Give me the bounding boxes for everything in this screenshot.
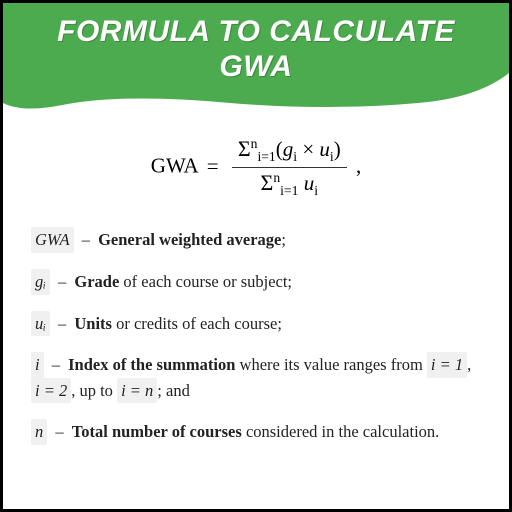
symbol-n: n [31,419,47,445]
formula-lhs: GWA [151,154,198,178]
def-ui: uᵢ – Units or credits of each course; [31,311,481,337]
def-n: n – Total number of courses considered i… [31,419,481,445]
symbol-gi: gᵢ [31,269,50,295]
def-gi: gᵢ – Grade of each course or subject; [31,269,481,295]
formula-numerator: Σni=1(gi × ui) [232,136,347,168]
banner-line2: GWA [219,50,292,83]
formula-trailing: , [356,154,361,178]
formula-fraction: Σni=1(gi × ui) Σni=1 ui [232,136,347,199]
formula-denominator: Σni=1 ui [232,168,347,199]
def-gwa: GWA – General weighted average; [31,227,481,253]
symbol-i: i [31,352,44,378]
definitions-list: GWA – General weighted average; gᵢ – Gra… [3,227,509,444]
symbol-gwa: GWA [31,227,74,253]
formula-eq: = [207,154,219,178]
symbol-ui: uᵢ [31,311,50,337]
banner-line1: FORMULA TO CALCULATE [57,15,455,48]
header-banner: FORMULA TO CALCULATE GWA [3,3,509,118]
gwa-formula: GWA = Σni=1(gi × ui) Σni=1 ui , [3,136,509,199]
banner-title: FORMULA TO CALCULATE GWA [3,15,509,84]
def-i: i – Index of the summation where its val… [31,352,481,403]
